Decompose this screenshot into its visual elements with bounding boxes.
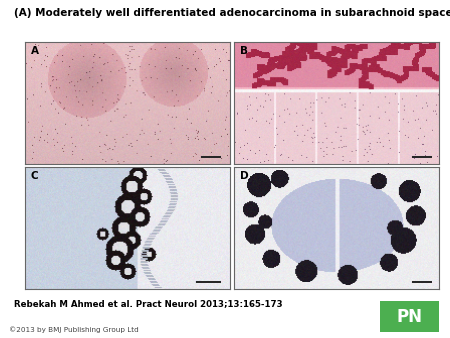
Text: C: C — [31, 171, 39, 180]
Text: Rebekah M Ahmed et al. Pract Neurol 2013;13:165-173: Rebekah M Ahmed et al. Pract Neurol 2013… — [14, 299, 282, 308]
Text: B: B — [240, 46, 248, 56]
Text: ©2013 by BMJ Publishing Group Ltd: ©2013 by BMJ Publishing Group Ltd — [9, 326, 139, 333]
Text: A: A — [31, 46, 39, 56]
Text: (A) Moderately well differentiated adenocarcinoma in subarachnoid space (H&E).: (A) Moderately well differentiated adeno… — [14, 8, 450, 19]
Text: PN: PN — [396, 308, 423, 326]
Text: D: D — [240, 171, 248, 180]
